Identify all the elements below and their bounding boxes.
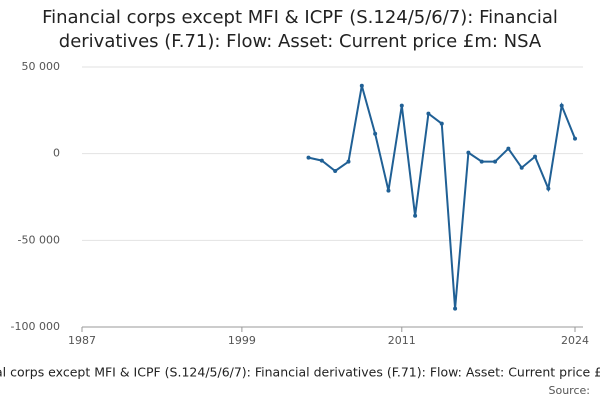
point (399, 103, 404, 108)
x-tick-label: 1999 (228, 334, 256, 347)
point (333, 169, 338, 173)
x-tick-label: 2024 (561, 334, 589, 347)
source: Source: (549, 384, 591, 397)
point (386, 188, 391, 193)
point (439, 121, 444, 126)
point (306, 155, 311, 160)
x-axis-label: Financial corps except MFI & ICPF (S.124… (0, 365, 600, 380)
point (493, 159, 498, 164)
point (413, 213, 418, 218)
point (426, 111, 431, 116)
point (479, 159, 484, 164)
x-tick-label: 2011 (388, 334, 416, 347)
y-tick-label: -100 000 (11, 320, 60, 333)
point (466, 150, 471, 155)
chart-title: Financial corps except MFI & ICPF (S.124… (42, 7, 558, 52)
point (533, 154, 538, 159)
point (346, 159, 351, 164)
point (373, 131, 378, 136)
point (559, 103, 564, 108)
point (319, 158, 324, 163)
point (573, 136, 578, 141)
point (453, 306, 458, 311)
point (506, 146, 511, 151)
x-tick-label: 1987 (68, 334, 96, 347)
series-line (308, 85, 576, 309)
point (359, 83, 364, 88)
y-tick-label: 50 000 (22, 60, 61, 73)
y-tick-label: -50 000 (18, 233, 60, 246)
point (519, 165, 524, 170)
y-tick-label: 0 (53, 147, 60, 160)
point (546, 186, 551, 191)
